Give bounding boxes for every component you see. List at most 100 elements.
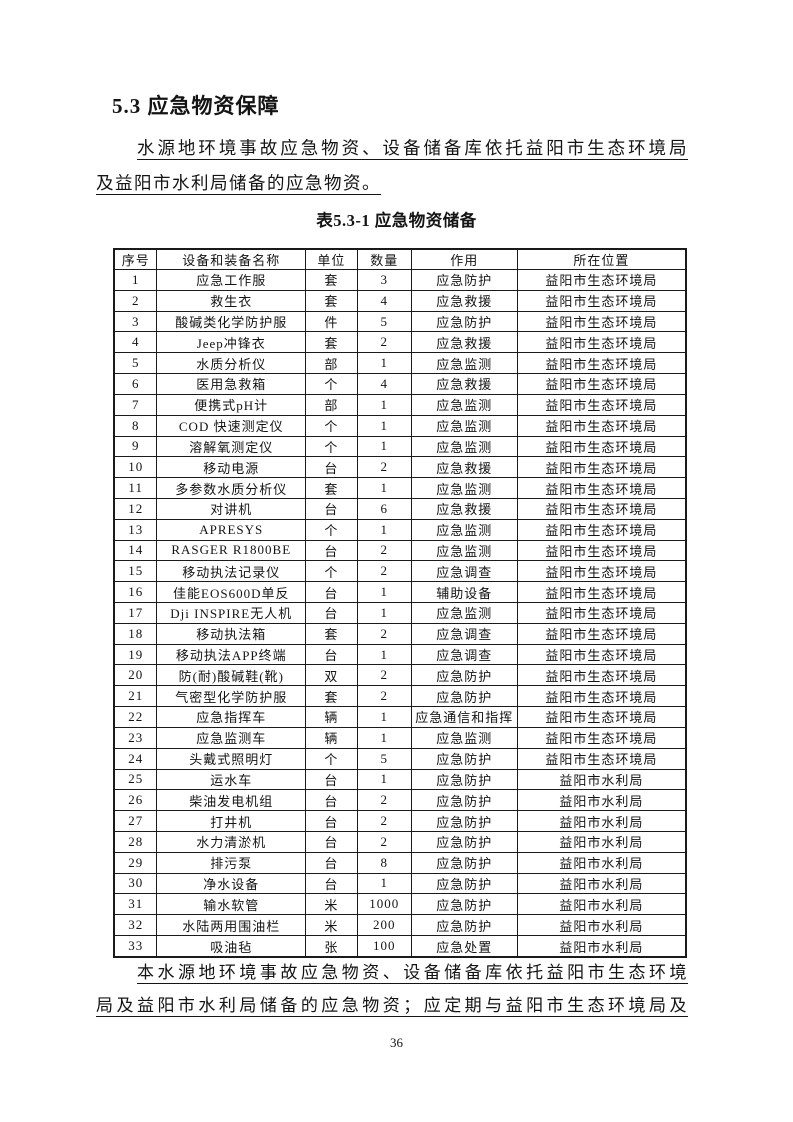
cell-unit: 米 [305,914,358,936]
table-row: 19 移动执法APP终端 台 1 应急调查 益阳市生态环境局 [113,643,687,666]
cell-purpose: 应急监测 [410,352,518,375]
cell-location: 益阳市生态环境局 [516,664,687,687]
cell-unit: 个 [305,373,358,395]
cell-purpose: 应急救援 [410,456,518,479]
cell-unit: 套 [305,269,358,291]
cell-quantity: 2 [356,539,412,562]
cell-equipment-name: Jeep冲锋衣 [156,331,307,354]
cell-unit: 套 [305,331,358,354]
cell-quantity: 2 [356,789,412,812]
cell-unit: 套 [305,685,358,708]
table-row: 10 移动电源 台 2 应急救援 益阳市生态环境局 [113,456,687,479]
cell-quantity: 1 [356,872,412,895]
cell-quantity: 5 [356,747,412,770]
table-row: 20 防(耐)酸碱鞋(靴) 双 2 应急防护 益阳市生态环境局 [113,664,687,687]
cell-unit: 个 [305,560,358,583]
cell-unit: 台 [305,851,358,874]
table-row: 1 应急工作服 套 3 应急防护 益阳市生态环境局 [113,269,687,291]
cell-unit: 台 [305,810,358,832]
cell-purpose: 应急防护 [410,893,518,916]
cell-equipment-name: Dji INSPIRE无人机 [156,602,307,624]
cell-index: 12 [113,497,158,520]
cell-location: 益阳市生态环境局 [516,581,687,603]
table-row: 2 救生衣 套 4 应急救援 益阳市生态环境局 [113,289,687,312]
column-header-purpose: 作用 [410,248,518,270]
cell-purpose: 应急救援 [410,373,518,395]
cell-location: 益阳市生态环境局 [516,393,687,416]
cell-equipment-name: 移动电源 [156,456,307,479]
cell-index: 14 [113,539,158,562]
cell-purpose: 应急救援 [410,289,518,312]
cell-index: 26 [113,789,158,812]
cell-purpose: 应急防护 [410,914,518,936]
cell-index: 27 [113,810,158,832]
section-heading: 5.3 应急物资保障 [112,94,280,118]
column-header-quantity: 数量 [356,248,412,270]
cell-quantity: 1 [356,435,412,458]
cell-purpose: 应急防护 [410,872,518,895]
cell-purpose: 应急监测 [410,435,518,458]
cell-index: 31 [113,893,158,916]
cell-unit: 个 [305,414,358,437]
cell-index: 19 [113,643,158,666]
cell-equipment-name: 应急工作服 [156,269,307,291]
cell-equipment-name: 酸碱类化学防护服 [156,310,307,333]
cell-unit: 件 [305,310,358,333]
cell-index: 3 [113,310,158,333]
cell-quantity: 3 [356,269,412,291]
cell-quantity: 1 [356,602,412,624]
table-row: 14 RASGER R1800BE 台 2 应急监测 益阳市生态环境局 [113,539,687,562]
cell-index: 32 [113,914,158,936]
table-header-row: 序号 设备和装备名称 单位 数量 作用 所在位置 [113,248,687,270]
cell-unit: 个 [305,518,358,541]
cell-index: 6 [113,373,158,395]
footer-paragraph: 本水源地环境事故应急物资、设备储备库依托益阳市生态环境 局及益阳市水利局储备的应… [96,956,688,1022]
table-row: 5 水质分析仪 部 1 应急监测 益阳市生态环境局 [113,352,687,375]
cell-equipment-name: 溶解氧测定仪 [156,435,307,458]
cell-unit: 套 [305,622,358,645]
cell-location: 益阳市生态环境局 [516,373,687,395]
cell-equipment-name: RASGER R1800BE [156,539,307,562]
cell-equipment-name: 佳能EOS600D单反 [156,581,307,603]
table-row: 29 排污泵 台 8 应急防护 益阳市水利局 [113,851,687,874]
cell-quantity: 8 [356,851,412,874]
table-row: 11 多参数水质分析仪 套 1 应急监测 益阳市生态环境局 [113,477,687,499]
table-row: 24 头戴式照明灯 个 5 应急防护 益阳市生态环境局 [113,747,687,770]
cell-location: 益阳市生态环境局 [516,602,687,624]
cell-equipment-name: 打井机 [156,810,307,832]
cell-unit: 套 [305,289,358,312]
cell-purpose: 应急调查 [410,560,518,583]
table-row: 23 应急监测车 辆 1 应急监测 益阳市生态环境局 [113,726,687,749]
table-row: 13 APRESYS 个 1 应急监测 益阳市生态环境局 [113,518,687,541]
table-row: 7 便携式pH计 部 1 应急监测 益阳市生态环境局 [113,393,687,416]
cell-location: 益阳市生态环境局 [516,456,687,479]
cell-location: 益阳市生态环境局 [516,289,687,312]
table-row: 9 溶解氧测定仪 个 1 应急监测 益阳市生态环境局 [113,435,687,458]
cell-equipment-name: 救生衣 [156,289,307,312]
cell-quantity: 2 [356,331,412,354]
cell-index: 24 [113,747,158,770]
table-row: 28 水力清淤机 台 2 应急防护 益阳市水利局 [113,830,687,853]
cell-purpose: 应急调查 [410,643,518,666]
cell-unit: 台 [305,539,358,562]
cell-location: 益阳市生态环境局 [516,622,687,645]
cell-quantity: 2 [356,560,412,583]
cell-quantity: 1 [356,706,412,728]
cell-purpose: 应急监测 [410,602,518,624]
table-row: 18 移动执法箱 套 2 应急调查 益阳市生态环境局 [113,622,687,645]
cell-equipment-name: 多参数水质分析仪 [156,477,307,499]
cell-unit: 台 [305,581,358,603]
cell-equipment-name: 气密型化学防护服 [156,685,307,708]
cell-index: 13 [113,518,158,541]
cell-equipment-name: COD 快速测定仪 [156,414,307,437]
cell-quantity: 2 [356,830,412,853]
column-header-equipment-name: 设备和装备名称 [156,248,307,270]
cell-unit: 台 [305,872,358,895]
cell-unit: 双 [305,664,358,687]
cell-index: 16 [113,581,158,603]
table-row: 3 酸碱类化学防护服 件 5 应急防护 益阳市生态环境局 [113,310,687,333]
cell-equipment-name: 水质分析仪 [156,352,307,375]
cell-location: 益阳市生态环境局 [516,477,687,499]
cell-unit: 米 [305,893,358,916]
